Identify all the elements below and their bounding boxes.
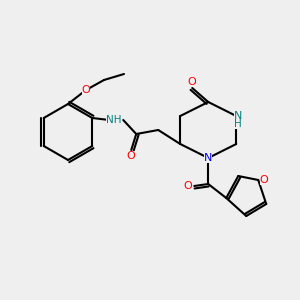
- Text: N: N: [234, 111, 242, 121]
- Text: O: O: [184, 181, 193, 191]
- Text: O: O: [82, 85, 90, 95]
- Text: O: O: [188, 77, 197, 87]
- Text: H: H: [234, 119, 242, 129]
- Text: O: O: [127, 151, 136, 161]
- Text: NH: NH: [106, 115, 122, 125]
- Text: N: N: [204, 153, 212, 163]
- Text: O: O: [260, 175, 268, 185]
